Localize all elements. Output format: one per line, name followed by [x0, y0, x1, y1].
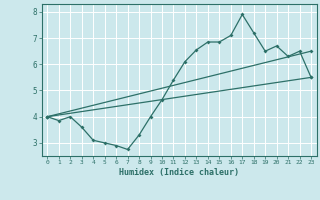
- X-axis label: Humidex (Indice chaleur): Humidex (Indice chaleur): [119, 168, 239, 177]
